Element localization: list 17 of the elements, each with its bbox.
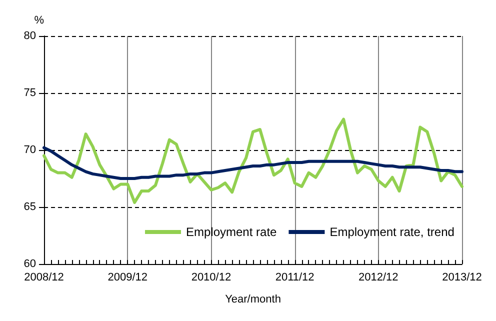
x-axis-title: Year/month [225,294,281,306]
y-axis-title: % [34,14,44,26]
legend-label: Employment rate [186,225,278,239]
x-tick-label: 2011/12 [275,272,314,284]
x-tick-label: 2009/12 [108,272,148,284]
legend-label: Employment rate, trend [330,225,454,239]
x-tick-label: 2012/12 [358,272,398,284]
x-tick-label: 2013/12 [442,272,482,284]
y-tick-label: 80 [24,30,36,42]
y-tick-label: 70 [24,144,36,156]
y-tick-label: 65 [24,201,36,213]
y-tick-label: 75 [24,87,36,99]
x-tick-label: 2008/12 [24,272,64,284]
x-tick-label: 2010/12 [191,272,232,284]
line-series [42,118,464,204]
line-series [42,146,464,180]
y-tick-label: 60 [24,258,36,270]
